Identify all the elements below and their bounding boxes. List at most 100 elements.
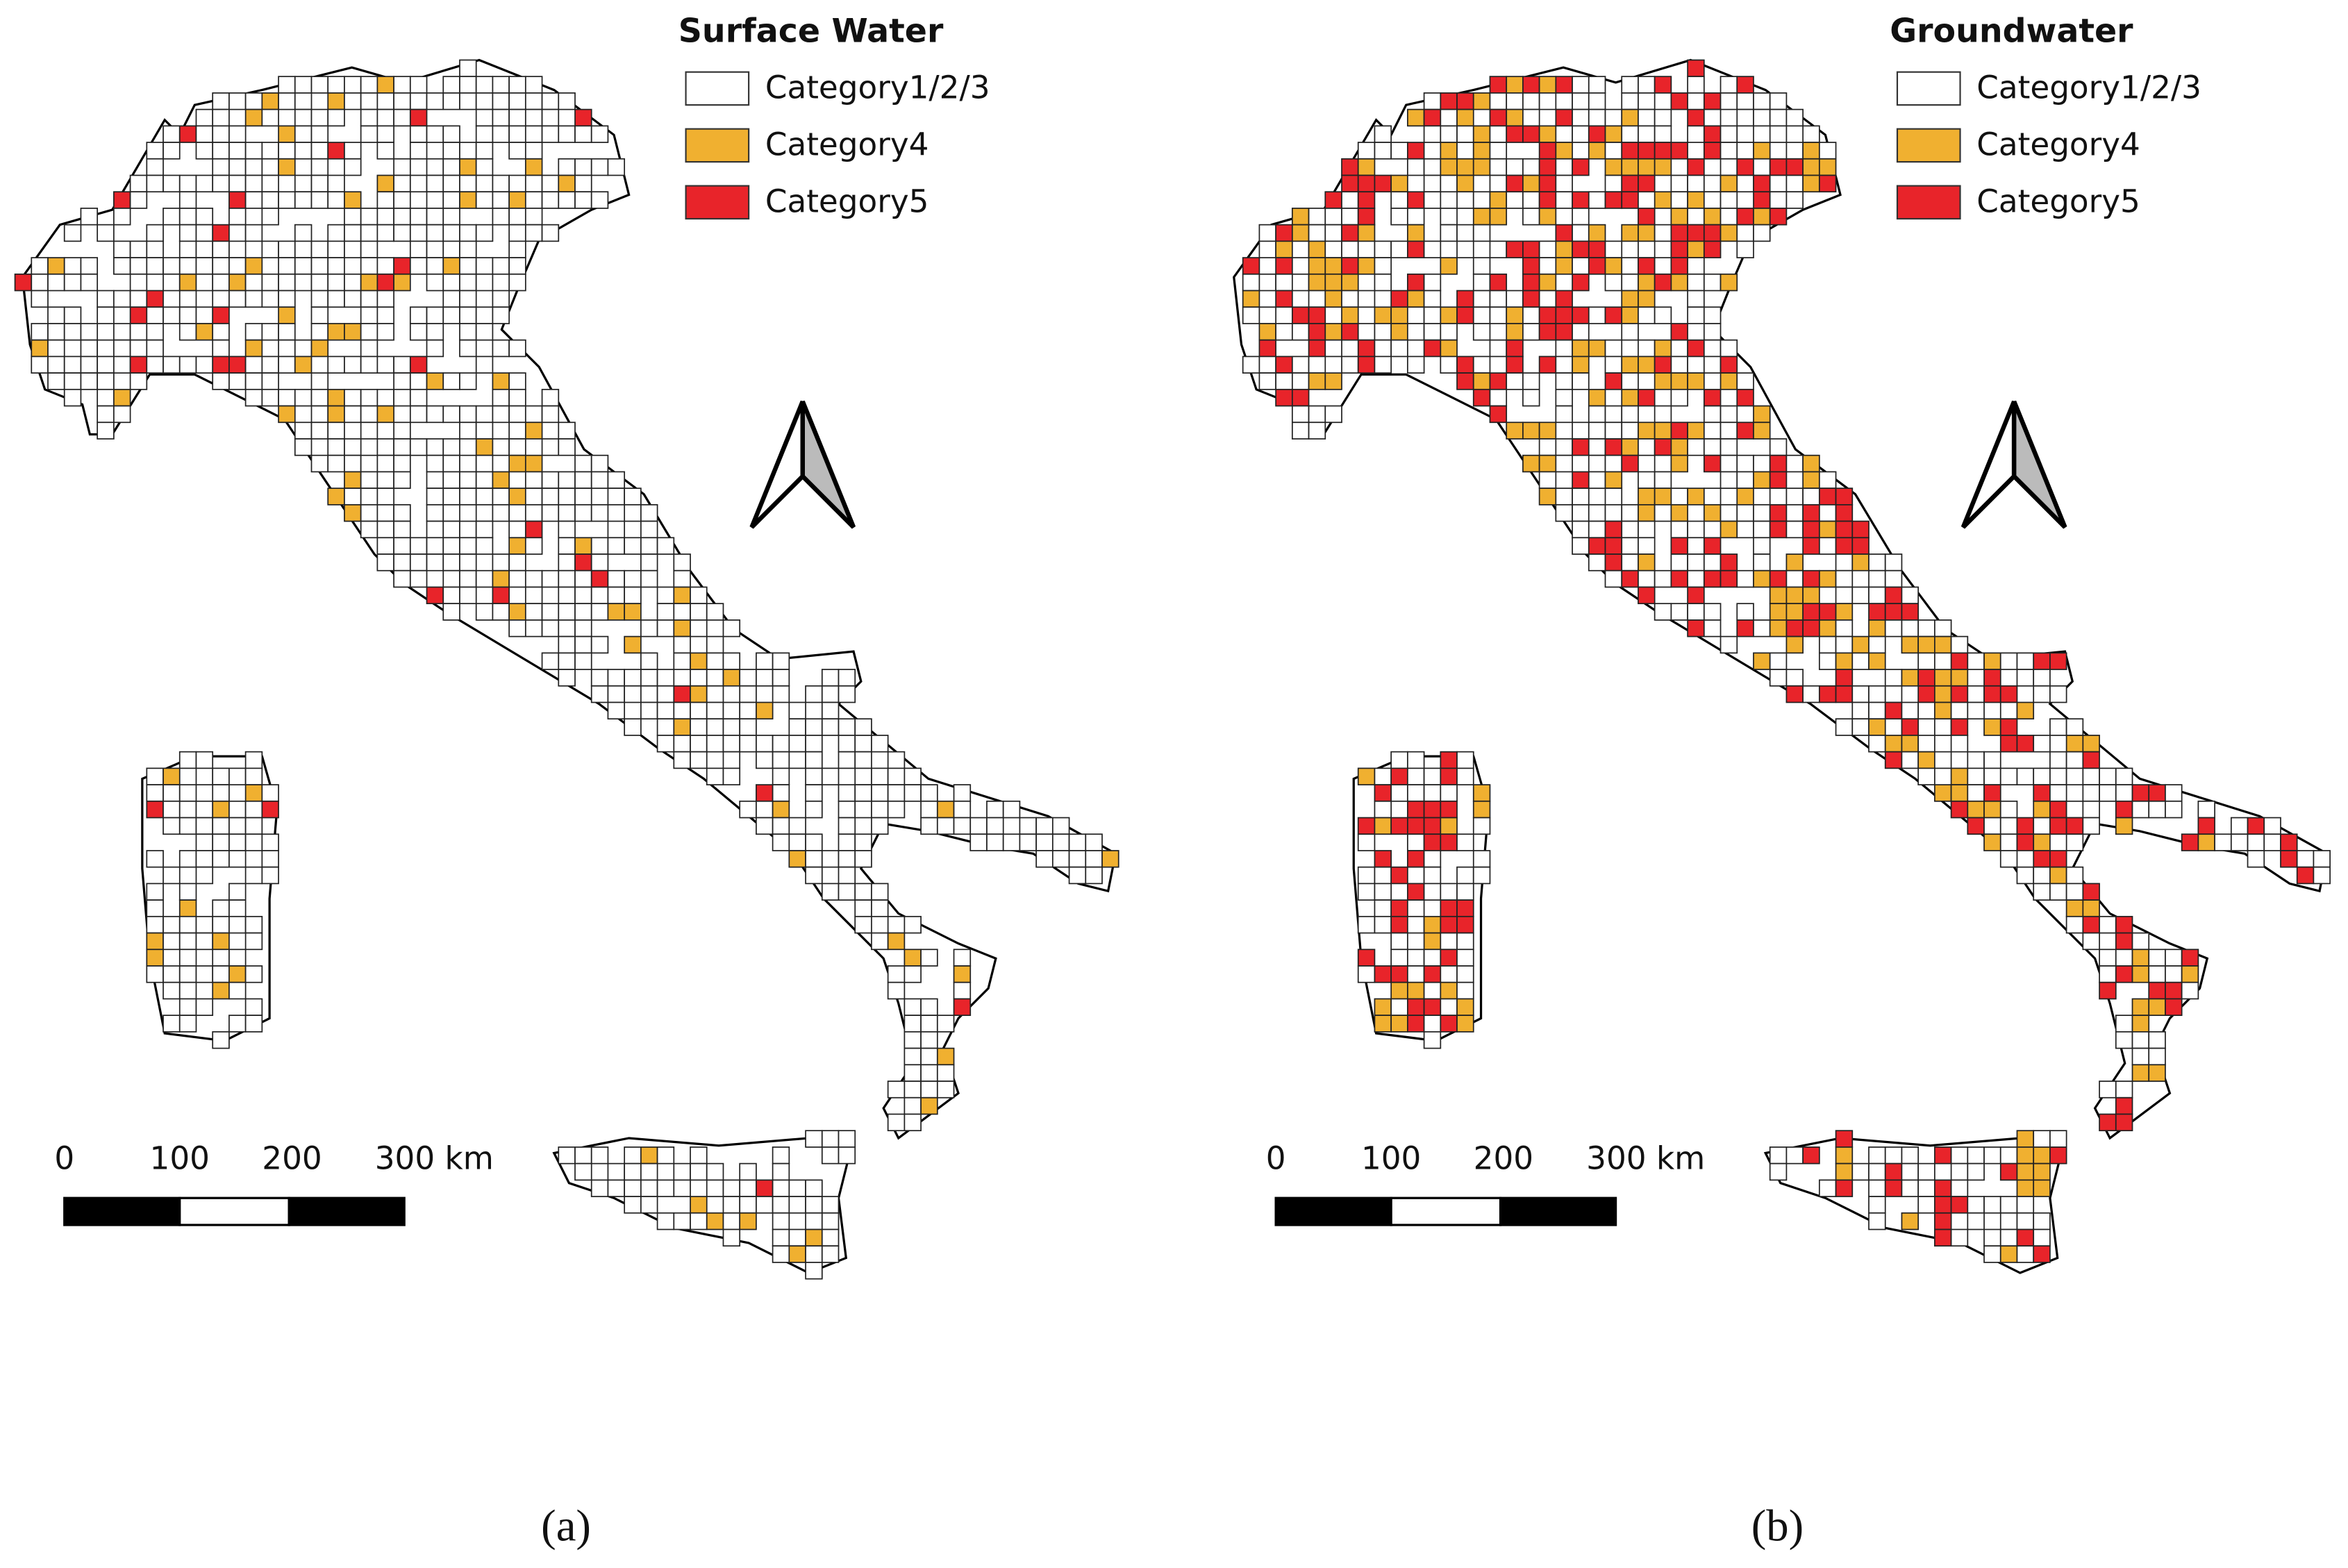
grid-cell (2016, 652, 2035, 670)
grid-cell (1604, 158, 1623, 176)
grid-cell (1357, 323, 1376, 341)
grid-cell (360, 76, 378, 94)
grid-cell (327, 92, 345, 110)
grid-cell (2131, 932, 2150, 951)
north-arrow (2011, 400, 2067, 529)
grid-cell (1604, 503, 1623, 522)
grid-cell (1374, 174, 1392, 193)
grid-cell (1324, 339, 1342, 358)
grid-cell (1324, 290, 1342, 308)
grid-cell (1489, 273, 1508, 292)
grid-cell (871, 767, 889, 785)
grid-cell (376, 174, 394, 193)
scale-label: 200 (1474, 1140, 1533, 1176)
grid-cell (1423, 191, 1442, 209)
grid-cell (2065, 800, 2084, 819)
grid-cell (1835, 603, 1854, 621)
grid-cell (2065, 767, 2084, 785)
grid-cell (953, 981, 972, 1000)
grid-cell (146, 323, 164, 341)
grid-cell (228, 817, 247, 835)
grid-cell (1604, 569, 1623, 588)
grid-cell (1456, 965, 1474, 983)
grid-cell (97, 405, 115, 424)
grid-cell (1258, 323, 1276, 341)
grid-cell (1999, 735, 2018, 753)
grid-cell (1753, 224, 1771, 242)
grid-cell (508, 619, 526, 637)
grid-cell (887, 1081, 906, 1099)
grid-cell (426, 158, 444, 176)
grid-cell (788, 850, 806, 868)
grid-cell (1753, 503, 1771, 522)
grid-cell (1472, 224, 1491, 242)
grid-cell (376, 323, 394, 341)
grid-cell (920, 1081, 938, 1099)
grid-cell (2165, 998, 2183, 1017)
grid-cell (1769, 438, 1788, 456)
grid-cell (47, 273, 65, 292)
grid-cell (1374, 899, 1392, 917)
grid-cell (1621, 438, 1639, 456)
grid-cell (1538, 174, 1557, 193)
grid-cell (624, 586, 642, 605)
grid-cell (1390, 174, 1408, 193)
grid-cell (1769, 603, 1788, 621)
grid-cell (1917, 1179, 1935, 1197)
grid-cell (1374, 1015, 1392, 1033)
legend-label: Category5 (1976, 183, 2140, 219)
grid-cell (2065, 751, 2084, 769)
grid-cell (805, 767, 823, 785)
grid-cell (1868, 619, 1886, 637)
grid-cell (492, 125, 510, 143)
grid-cell (1753, 569, 1771, 588)
grid-cell (1818, 1179, 1837, 1197)
grid-cell (1720, 356, 1738, 374)
grid-cell (574, 1146, 592, 1165)
grid-cell (426, 92, 444, 110)
grid-cell (63, 356, 82, 374)
grid-cell (953, 784, 972, 802)
grid-cell (310, 339, 329, 358)
grid-cell (1703, 405, 1722, 424)
grid-cell (1950, 718, 1969, 736)
grid-cell (1785, 503, 1804, 522)
grid-cell (163, 767, 181, 785)
grid-cell (1769, 520, 1788, 539)
grid-cell (376, 208, 394, 226)
grid-cell (1736, 422, 1754, 440)
grid-cell (1687, 569, 1705, 588)
grid-cell (871, 883, 889, 901)
grid-cell (1785, 174, 1804, 193)
grid-cell (2148, 981, 2166, 1000)
grid-cell (459, 422, 477, 440)
grid-cell (1736, 76, 1754, 94)
grid-cell (310, 372, 329, 390)
grid-cell (442, 142, 460, 160)
grid-cell (459, 339, 477, 358)
grid-cell (1868, 1196, 1886, 1214)
grid-cell (163, 125, 181, 143)
grid-cell (344, 290, 362, 308)
grid-cell (1588, 520, 1606, 539)
grid-cell (244, 290, 263, 308)
grid-cell (1818, 603, 1837, 621)
grid-cell (838, 1130, 856, 1148)
grid-cell (1950, 669, 1969, 687)
grid-cell (640, 569, 658, 588)
grid-cell (1638, 422, 1656, 440)
grid-cell (1884, 751, 1903, 769)
grid-cell (1423, 273, 1442, 292)
grid-cell (756, 652, 774, 670)
grid-cell (508, 520, 526, 539)
grid-cell (228, 273, 247, 292)
grid-cell (673, 635, 691, 654)
grid-cell (393, 520, 411, 539)
grid-cell (1638, 224, 1656, 242)
grid-cell (1357, 817, 1376, 835)
grid-cell (1638, 471, 1656, 490)
grid-cell (1407, 108, 1425, 127)
grid-cell (1341, 257, 1359, 275)
grid-cell (344, 405, 362, 424)
grid-cell (673, 586, 691, 605)
